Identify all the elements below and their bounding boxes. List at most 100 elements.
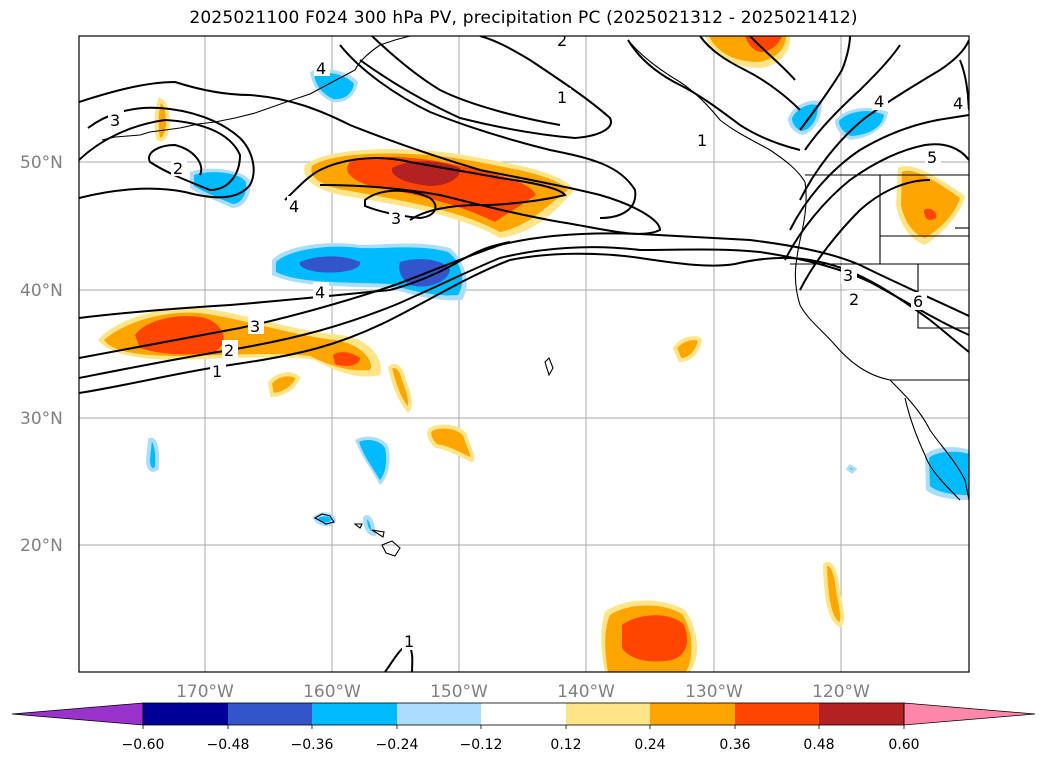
coastline-hawaii-big <box>381 540 401 557</box>
colorbar-bin-9 <box>819 703 904 725</box>
lat-label-30n: 30°N <box>20 409 63 429</box>
pv-contour-4-curl <box>284 157 567 221</box>
pv-contour-3-south <box>79 232 969 359</box>
neg-area-hawaii-north-mid <box>359 440 387 480</box>
contour-label-3-east: 3 <box>843 266 853 285</box>
colorbar-over-arrow <box>903 702 1036 726</box>
colorbar-bin-8 <box>735 703 819 725</box>
latitude-labels: 50°N 40°N 30°N 20°N <box>20 153 63 556</box>
coastline-aleutians <box>101 93 311 141</box>
coastline-hawaii-2 <box>353 523 363 529</box>
contour-label-2-sw: 2 <box>224 341 234 360</box>
pv-contour-north-2 <box>339 44 637 219</box>
precip-area-interior-mid <box>901 170 960 238</box>
colorbar-bin-5 <box>481 703 566 725</box>
lat-label-40n: 40°N <box>20 281 63 301</box>
pv-contour-east-4 <box>789 114 969 231</box>
colorbar-tick-label: −0.12 <box>460 737 503 753</box>
lon-label-140w: 140°W <box>557 682 615 702</box>
lon-label-170w: 170°W <box>176 682 234 702</box>
precip-area-south-core <box>622 615 688 662</box>
colorbar-bin-3 <box>312 703 397 725</box>
coastlines <box>101 36 969 557</box>
contour-label-1-north: 1 <box>557 88 567 107</box>
pv-contour-east-tail-2 <box>699 36 801 111</box>
pv-contour-3-loop <box>364 189 437 220</box>
contour-label-1-east: 1 <box>697 131 707 150</box>
contour-label-4-north: 4 <box>316 59 326 78</box>
colorbar-ticks <box>142 725 905 729</box>
pv-contour-jet-north <box>79 80 662 235</box>
pv-contour-east-2 <box>804 44 901 151</box>
lon-label-150w: 150°W <box>430 682 488 702</box>
precip-area-sw-core2 <box>333 352 360 366</box>
colorbar-bin-1 <box>143 703 228 725</box>
lon-label-130w: 130°W <box>685 682 743 702</box>
colorbar-tick-label: 0.24 <box>634 737 665 753</box>
pv-contour-east-tail-3 <box>749 36 796 81</box>
contour-label-2-north: 2 <box>557 31 567 50</box>
precip-area-sw-core <box>135 315 224 355</box>
colorbar-bin-7 <box>650 703 735 725</box>
precip-area-small-1 <box>267 372 301 398</box>
colorbar-under-arrow <box>11 702 144 726</box>
colorbar-tick-label: 0.60 <box>888 737 919 753</box>
contour-label-3-nw: 3 <box>110 111 120 130</box>
longitude-labels: 170°W 160°W 150°W 140°W 130°W 120°W <box>176 682 870 702</box>
pv-contour-north-1 <box>359 36 612 140</box>
neg-area-north-mid <box>314 72 354 100</box>
contour-label-1-south: 1 <box>404 632 414 651</box>
contour-label-4-center: 4 <box>315 283 325 302</box>
neg-area-baja-mid <box>929 451 969 495</box>
contour-label-3-sw: 3 <box>250 317 260 336</box>
neg-area-small-c <box>362 515 377 537</box>
contour-label-6-east: 6 <box>913 292 923 311</box>
contour-label-3-center: 3 <box>391 209 401 228</box>
coastline-baja <box>904 397 961 501</box>
colorbar-tick-label: −0.60 <box>122 737 165 753</box>
pv-contour-east-5 <box>784 143 969 261</box>
pv-contour-east-1 <box>799 36 851 131</box>
colorbar-tick-label: 0.36 <box>719 737 750 753</box>
precip-area-small-5 <box>822 561 845 628</box>
lon-label-120w: 120°W <box>812 682 870 702</box>
colorbar-tick-label: 0.12 <box>550 737 581 753</box>
lat-label-50n: 50°N <box>20 153 63 173</box>
lat-label-20n: 20°N <box>20 536 63 556</box>
colorbar-tick-labels: −0.60 −0.48 −0.36 −0.24 −0.12 0.12 0.24 … <box>122 737 920 753</box>
pv-contour-labels: 3 2 4 3 4 3 2 1 2 1 1 4 4 5 <box>108 31 967 651</box>
neg-area-ne1-mid <box>792 104 818 131</box>
precip-area-small-2 <box>387 363 413 414</box>
pv-contour-east-tail <box>627 39 801 151</box>
pv-contour-jet-north-2 <box>79 118 242 192</box>
colorbar-frame <box>142 702 905 726</box>
pv-contour-north-3 <box>371 36 561 126</box>
colorbar: −0.60 −0.48 −0.36 −0.24 −0.12 0.12 0.24 … <box>11 702 1036 753</box>
precip-area-small-3 <box>427 424 475 463</box>
pv-contour-east-3 <box>799 39 969 201</box>
colorbar-bin-4 <box>397 703 481 725</box>
contour-label-2-nw: 2 <box>173 159 183 178</box>
neg-area-small-a <box>145 437 160 472</box>
precip-area-interior-core <box>924 208 937 220</box>
contour-label-1-sw: 1 <box>212 362 222 381</box>
coastline-alaska <box>309 36 411 95</box>
precip-negative-areas <box>145 69 969 537</box>
coastline-small-islands <box>544 357 554 377</box>
colorbar-tick-label: −0.36 <box>291 737 334 753</box>
map-frame <box>78 35 970 673</box>
contour-label-4-nw: 4 <box>289 197 299 216</box>
colorbar-tick-label: 0.48 <box>803 737 834 753</box>
figure-title: 2025021100 F024 300 hPa PV, precipitatio… <box>189 8 858 28</box>
contour-label-2-east: 2 <box>849 290 859 309</box>
coastline-se-alaska <box>627 39 806 183</box>
pv-contour-jet-north-3 <box>79 106 255 199</box>
neg-area-tiny <box>845 463 858 474</box>
contour-label-4-far-ne: 4 <box>953 94 963 113</box>
lon-label-160w: 160°W <box>303 682 361 702</box>
pv-contours <box>79 36 969 672</box>
contour-label-5-ne: 5 <box>927 148 937 167</box>
coastline-west-us <box>794 181 969 501</box>
coastline-hawaii-3 <box>371 529 385 538</box>
colorbar-tick-label: −0.24 <box>376 737 419 753</box>
